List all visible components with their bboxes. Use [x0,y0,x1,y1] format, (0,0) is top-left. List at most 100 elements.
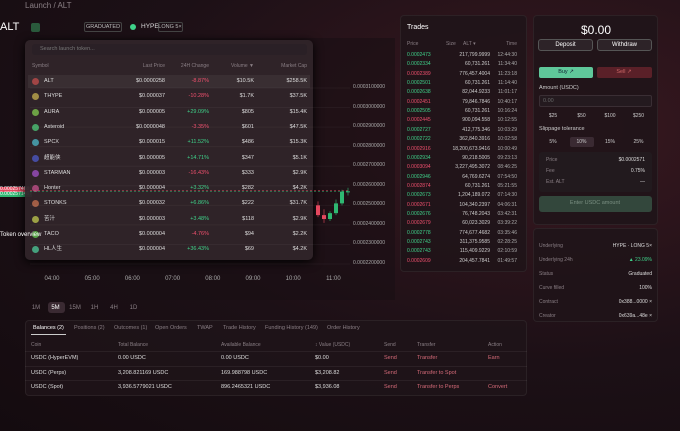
token-symbol: THYPE [44,93,63,100]
x-tick-label: 08:00 [205,276,221,282]
y-tick-label: 0.0002700000 [353,162,385,169]
trade-size: 776,457.4004 [459,70,490,77]
token-symbol: SPCX [44,139,59,146]
trade-time: 10:00:49 [497,145,517,152]
row-highlight [28,75,310,88]
token-cell: -4.76% [191,231,209,237]
balance-cell: Transfer [417,355,438,361]
interval-button[interactable]: 15M [69,305,81,311]
trade-size: 412,775.346 [462,126,490,133]
token-icon [32,123,39,131]
tab[interactable]: TWAP [197,325,213,331]
buy-tab[interactable] [539,67,593,78]
info-label: Price [546,157,558,163]
price-label: 0.0002571467 [0,191,32,198]
token-cell: $5.1K [292,154,307,161]
balance-cell: 169.988798 USDC [221,369,268,376]
trade-time: 03:35:46 [497,229,517,236]
info-value: $0.0002571 [618,157,645,163]
tab[interactable]: Trade History [223,325,256,331]
trade-size: 82,044.9233 [462,89,490,96]
balance-cell: Transfer to Perps [417,384,460,390]
token-symbol: STARMAN [44,169,71,176]
x-tick-label: 05:00 [84,276,100,282]
overview-label: Contract [539,299,558,305]
column-header: Action [488,342,502,348]
y-tick-label: 0.0002300000 [353,240,385,247]
token-cell: $2.2K [292,231,307,237]
tab[interactable]: Open Orders [155,325,187,331]
trade-time: 01:49:57 [497,257,517,264]
tab[interactable]: Funding History (149) [265,325,318,331]
interval-button[interactable]: 1D [129,305,138,311]
trade-size: 104,340.2397 [459,201,490,208]
trade-time: 10:40:17 [497,98,517,105]
token-cell: $0.000005 [139,154,165,161]
x-tick-label: 09:00 [245,276,261,282]
token-symbol: STONKS [44,200,67,207]
badge-box [84,22,122,32]
trades-header: ALT ▾ [463,41,476,47]
row-divider [25,351,527,352]
token-icon [32,231,39,238]
trade-size: 217,799.9999 [459,52,490,58]
tab[interactable]: Balances (2) [33,325,64,331]
trade-price: 0.0002916 [407,145,431,152]
token-icon [32,139,39,147]
preset-button: $100 [604,113,616,119]
trade-price: 0.0002946 [407,173,431,180]
amount-placeholder: 0.00 [543,98,554,104]
button[interactable] [538,39,593,51]
trade-size: 900,094.558 [462,117,490,124]
slippage-button: 25% [633,139,644,145]
column-header: Send [384,342,396,348]
token-cell: $94 [244,231,254,237]
row-divider [25,380,527,381]
token-cell: $0.000004 [139,246,165,253]
trade-price: 0.0002389 [407,70,431,77]
trade-price: 0.0002451 [407,98,431,105]
info-label: Est. ALT [546,179,565,185]
token-cell: $31.7K [289,200,307,207]
button[interactable] [597,39,652,51]
balance-cell: $0.00 [315,355,329,361]
tab[interactable]: Order History [327,325,360,331]
trade-price: 0.0002505 [407,108,431,115]
column-header: Total Balance [118,342,149,348]
price-label: 0.0002574687 [0,185,32,192]
column-header: Symbol [32,63,49,69]
tab[interactable]: Positions (2) [74,325,105,331]
overview-label: Creator [539,313,556,319]
slippage-label: Slippage tolerance [539,126,585,132]
interval-button[interactable]: 1M [31,305,41,311]
column-header: Available Balance [221,342,261,348]
token-cell: $0.0000048 [135,123,165,130]
trade-time: 02:10:59 [497,248,517,255]
overview-value: 0x388...0000 × [618,299,652,305]
trades-title: Trades [407,24,429,31]
interval-button[interactable]: 5M [51,305,60,311]
interval-button[interactable]: 1H [90,305,99,311]
interval-button[interactable]: 4H [110,305,118,311]
token-cell: $4.2K [292,185,307,192]
trade-price: 0.0002743 [407,239,431,245]
trade-size: 76,748.2043 [462,210,490,217]
token-cell: $15.4K [289,108,307,115]
balance-cell: 3,936.5779021 USDC [118,384,172,390]
overview-value: Graduated [628,271,652,277]
token-cell: $1.7K [239,93,254,100]
submit-button[interactable] [539,196,652,212]
overview-label: Underlying [539,243,563,249]
trade-time: 11:34:40 [497,61,517,68]
tab[interactable]: Outcomes (1) [114,325,148,331]
balance-cell: 0.00 USDC [118,355,146,361]
token-symbol: Honter [44,185,61,192]
token-symbol: Asteroid [44,123,65,130]
overview-label: Status [539,271,554,277]
token-symbol: 超能侠 [44,154,61,161]
sell-tab[interactable] [597,67,652,78]
token-cell: $10.5K [236,78,254,84]
slippage-button: 10% [576,139,587,145]
x-tick-label: 11:00 [326,276,341,282]
